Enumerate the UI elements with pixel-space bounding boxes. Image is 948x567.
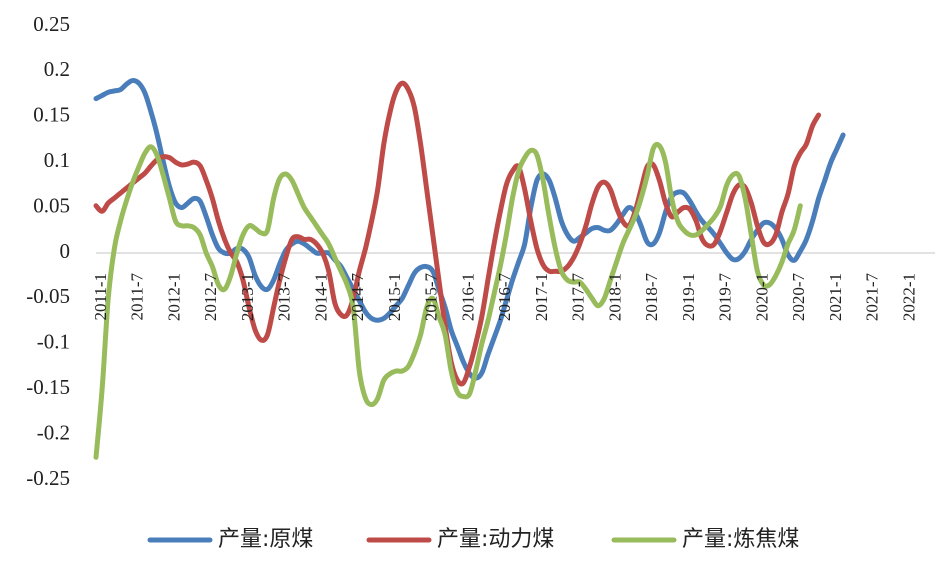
x-tick-label: 2018-7 [642, 273, 661, 322]
series-line-0 [93, 77, 846, 381]
x-axis-ticks: 2011-1 2011-7 2012-1 2012-7 2013-1 2013-7 2014… [91, 273, 918, 322]
y-tick-label: 0.2 [44, 57, 70, 81]
legend: 产量:原煤 产量:动力煤 产量:炼焦煤 [147, 527, 799, 552]
legend-label: 产量:炼焦煤 [682, 527, 799, 552]
x-tick-label: 2019-1 [679, 273, 698, 321]
x-tick-label: 2011-1 [91, 273, 110, 321]
y-tick-label: 0.1 [44, 148, 70, 172]
x-tick-label: 2014-7 [348, 273, 367, 322]
y-axis-ticks: 0.25 0.2 0.15 0.1 0.05 0 -0.05 -0.1 -0.15 -0.2 -0.… [26, 12, 70, 490]
series-lines [93, 77, 846, 460]
y-tick-label: 0.15 [33, 103, 70, 127]
series-line-1 [93, 80, 822, 387]
x-tick-label: 2016-1 [458, 273, 477, 321]
x-tick-label: 2021-7 [863, 273, 882, 322]
x-tick-label: 2015-7 [422, 273, 441, 322]
x-tick-label: 2020-1 [752, 273, 771, 321]
legend-label: 产量:动力煤 [437, 527, 554, 552]
x-tick-label: 2017-1 [532, 273, 551, 321]
y-tick-label: -0.1 [37, 330, 70, 354]
series-line-2 [93, 141, 803, 460]
x-tick-label: 2017-7 [569, 273, 588, 322]
x-tick-label: 2016-7 [495, 273, 514, 322]
x-tick-label: 2015-1 [385, 273, 404, 321]
x-tick-label: 2012-1 [164, 273, 183, 321]
x-tick-label: 2011-7 [128, 273, 147, 321]
x-tick-label: 2013-7 [275, 273, 294, 322]
x-tick-label: 2019-7 [716, 273, 735, 322]
x-tick-label: 2018-1 [605, 273, 624, 321]
x-tick-label: 2021-1 [826, 273, 845, 321]
y-tick-label: -0.25 [26, 466, 70, 490]
x-tick-label: 2013-1 [238, 273, 257, 321]
y-tick-label: 0 [60, 239, 71, 263]
y-tick-label: 0.25 [33, 12, 70, 36]
y-tick-label: -0.05 [26, 284, 70, 308]
y-tick-label: 0.05 [33, 193, 70, 217]
x-tick-label: 2012-7 [201, 273, 220, 322]
y-tick-label: -0.15 [26, 375, 70, 399]
x-tick-label: 2014-1 [311, 273, 330, 321]
legend-label: 产量:原煤 [218, 527, 313, 552]
x-tick-label: 2022-1 [899, 273, 918, 321]
y-tick-label: -0.2 [37, 420, 70, 444]
x-tick-label: 2020-7 [789, 273, 808, 322]
